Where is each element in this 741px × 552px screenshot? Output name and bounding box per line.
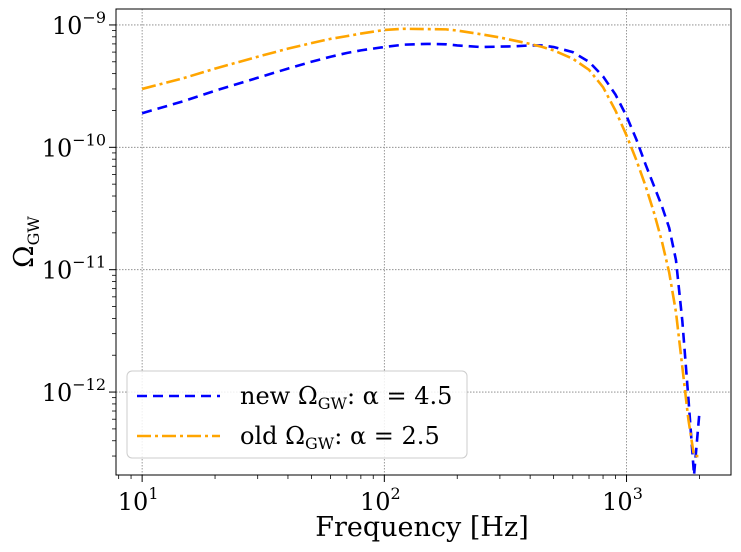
y-tick-label: 10−10 [42,130,106,162]
x-axis-label: Frequency [Hz] [315,512,528,543]
y-tick-label: 10−9 [52,8,106,40]
x-tick-label: 103 [602,484,643,516]
plot-frame [115,8,732,476]
y-axis-label-sub: GW [24,216,43,246]
series-line-new [141,42,701,475]
legend-label: new ΩGW: α = 4.5 [240,382,452,413]
series-line-old [141,27,700,458]
axis-labels: Frequency [Hz] ΩGW [9,216,529,543]
y-tick-label: 10−12 [42,375,106,407]
x-tick-label: 102 [360,484,401,516]
svg-text:ΩGW: ΩGW [9,216,43,268]
legend: new ΩGW: α = 4.5 old ΩGW: α = 2.5 [126,370,468,459]
axes: 101 102 103 10−12 10−11 10−10 10−9 [42,8,732,516]
y-tick-label: 10−11 [42,253,106,285]
x-tick-label: 101 [118,484,159,516]
y-axis-label: ΩGW [9,216,43,268]
legend-label: old ΩGW: α = 2.5 [240,422,440,453]
series-layer [141,27,701,475]
y-axis-label-main: Ω [9,245,40,267]
